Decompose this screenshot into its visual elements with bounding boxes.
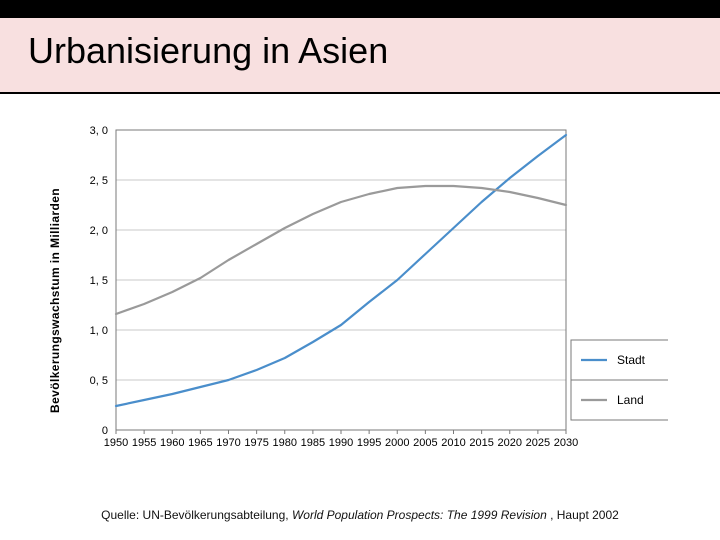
x-tick-label: 1970 [216,437,240,449]
x-tick-label: 2005 [413,437,437,449]
x-tick-label: 2020 [498,437,522,449]
top-black-bar [0,0,720,18]
slide-title: Urbanisierung in Asien [28,30,702,72]
y-axis-label: Bevölkerungswachstum in Milliarden [48,188,62,413]
y-tick-label: 0, 5 [90,375,108,387]
y-tick-label: 3, 0 [90,125,108,137]
x-tick-label: 2010 [441,437,465,449]
x-tick-label: 1990 [329,437,353,449]
y-tick-label: 2, 0 [90,225,108,237]
chart-zone: Bevölkerungswachstum in Milliarden 0 0, 5… [0,94,720,498]
x-tick-label: 1995 [357,437,381,449]
y-tick-label: 1, 5 [90,275,108,287]
x-tick-label: 2030 [554,437,578,449]
x-tick-label: 1980 [273,437,297,449]
source-citation: Quelle: UN-Bevölkerungsabteilung, World … [0,498,720,540]
x-tick-label: 2015 [469,437,493,449]
x-tick-label: 1955 [132,437,156,449]
x-tick-label: 1960 [160,437,184,449]
legend-label: Land [617,393,644,407]
legend-entry-stadt: Stadt [571,340,668,380]
x-tick-label: 2000 [385,437,409,449]
y-tick-label: 0 [102,425,108,437]
line-chart: 0 0, 5 1, 0 1, 5 2, 0 2, 5 3, 0 1950 1955 1960 196… [68,120,668,480]
source-prefix: Quelle: UN-Bevölkerungsabteilung, [101,508,292,522]
x-tick-label: 1965 [188,437,212,449]
legend-label: Stadt [617,353,646,367]
x-tick-label: 1950 [104,437,128,449]
x-tick-label: 1985 [301,437,325,449]
title-band: Urbanisierung in Asien [0,18,720,92]
source-italic: World Population Prospects: The 1999 Rev… [292,508,547,522]
source-suffix: , Haupt 2002 [547,508,619,522]
y-tick-label: 1, 0 [90,325,108,337]
y-tick-label: 2, 5 [90,175,108,187]
x-tick-label: 1975 [244,437,268,449]
x-tick-label: 2025 [526,437,550,449]
legend-entry-land: Land [571,380,668,420]
